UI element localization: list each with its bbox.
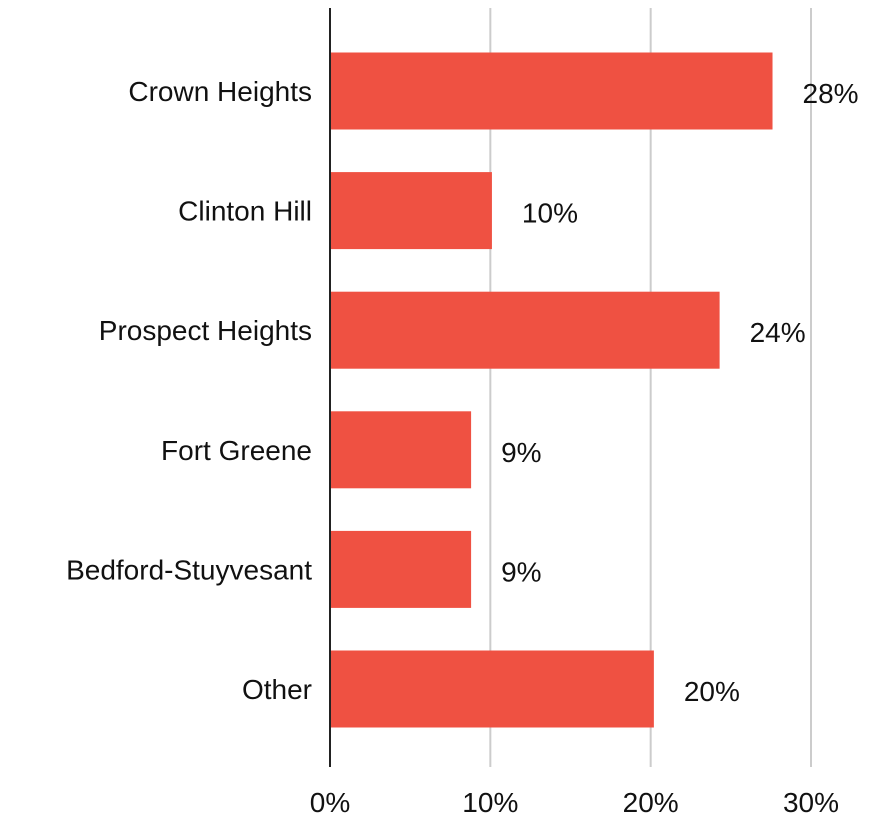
- value-label-prospect-heights: 24%: [750, 317, 806, 348]
- category-label-fort-greene: Fort Greene: [161, 435, 312, 466]
- bar-prospect-heights: [330, 291, 720, 369]
- x-tick-label-0: 0%: [310, 787, 350, 816]
- bar-bedford-stuyvesant: [330, 530, 472, 608]
- bar-crown-heights: [330, 52, 773, 130]
- x-tick-labels: 0% 10% 20% 30%: [310, 787, 839, 816]
- bars: [330, 52, 773, 728]
- x-tick-label-10: 10%: [462, 787, 518, 816]
- category-label-other: Other: [242, 674, 312, 705]
- category-label-clinton-hill: Clinton Hill: [178, 196, 312, 227]
- bar-fort-greene: [330, 411, 472, 489]
- value-label-clinton-hill: 10%: [522, 198, 578, 229]
- category-label-bedford-stuyvesant: Bedford-Stuyvesant: [66, 554, 312, 585]
- bar-clinton-hill: [330, 172, 492, 250]
- value-labels: 28% 10% 24% 9% 9% 20%: [501, 78, 858, 707]
- category-labels: Crown Heights Clinton Hill Prospect Height…: [66, 76, 312, 705]
- x-tick-label-20: 20%: [623, 787, 679, 816]
- x-tick-label-30: 30%: [783, 787, 839, 816]
- value-label-crown-heights: 28%: [803, 78, 859, 109]
- category-label-crown-heights: Crown Heights: [128, 76, 312, 107]
- value-label-bedford-stuyvesant: 9%: [501, 556, 541, 587]
- bar-other: [330, 650, 654, 728]
- value-label-fort-greene: 9%: [501, 437, 541, 468]
- value-label-other: 20%: [684, 676, 740, 707]
- gridlines: [489, 8, 812, 767]
- category-label-prospect-heights: Prospect Heights: [99, 315, 312, 346]
